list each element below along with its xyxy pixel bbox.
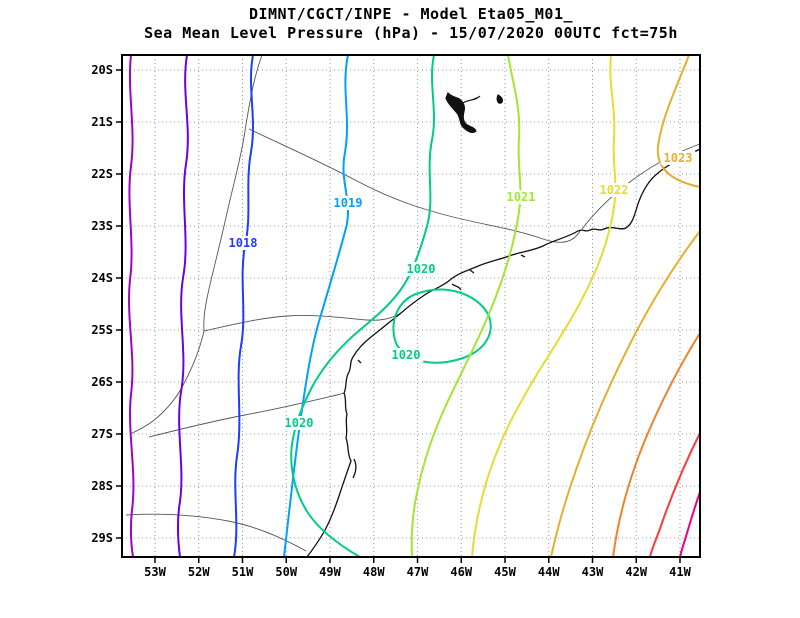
isobar-1016 bbox=[128, 54, 135, 558]
coastline bbox=[451, 283, 462, 291]
lake bbox=[496, 94, 504, 104]
isobar-1021 bbox=[410, 54, 522, 558]
isobar-1024 bbox=[612, 332, 701, 558]
lake bbox=[445, 91, 477, 134]
lon-tick-label: 46W bbox=[450, 565, 472, 579]
lon-tick-label: 45W bbox=[494, 565, 516, 579]
isobar-1020 bbox=[290, 54, 435, 558]
isobar-1019 bbox=[283, 54, 350, 558]
axis-layer: 53W 52W 51W 50W 49W 48W 47W 46W 45W 44W 43W 42W 41W 2… bbox=[91, 63, 691, 579]
state-boundary bbox=[248, 128, 581, 243]
contour-layer bbox=[128, 54, 701, 558]
lat-tick-label: 27S bbox=[91, 427, 113, 441]
lat-tick-label: 25S bbox=[91, 323, 113, 337]
state-boundary bbox=[148, 392, 345, 438]
lon-tick-label: 51W bbox=[232, 565, 254, 579]
lon-tick-label: 42W bbox=[625, 565, 647, 579]
coastline bbox=[306, 148, 701, 558]
contour-label: 1022 bbox=[600, 183, 629, 197]
contour-label-mask bbox=[596, 183, 632, 197]
grid-layer bbox=[122, 55, 700, 557]
contour-label-mask bbox=[403, 262, 439, 276]
contour-label: 1023 bbox=[664, 151, 693, 165]
contour-label: 1020 bbox=[285, 416, 314, 430]
lake bbox=[462, 95, 481, 104]
contour-label: 1021 bbox=[507, 190, 536, 204]
contour-label: 1020 bbox=[407, 262, 436, 276]
lon-tick-label: 48W bbox=[363, 565, 385, 579]
contour-label: 1020 bbox=[392, 348, 421, 362]
lat-tick-label: 20S bbox=[91, 63, 113, 77]
contour-label-mask bbox=[281, 416, 317, 430]
lon-tick-label: 49W bbox=[319, 565, 341, 579]
lat-tick-label: 23S bbox=[91, 219, 113, 233]
coastline bbox=[469, 269, 475, 274]
lon-tick-label: 47W bbox=[407, 565, 429, 579]
lon-tick-label: 50W bbox=[275, 565, 297, 579]
state-boundary bbox=[203, 312, 402, 332]
lon-tick-label: 43W bbox=[582, 565, 604, 579]
isobar-1022 bbox=[471, 54, 617, 558]
chart-title-line-1: DIMNT/CGCT/INPE - Model Eta05_M01_ bbox=[249, 5, 574, 23]
lat-tick-label: 26S bbox=[91, 375, 113, 389]
chart-title-line-2: Sea Mean Level Pressure (hPa) - 15/07/20… bbox=[144, 24, 678, 42]
lon-tick-label: 52W bbox=[188, 565, 210, 579]
lon-tick-label: 41W bbox=[669, 565, 691, 579]
coastline bbox=[520, 254, 526, 258]
isobar-1017 bbox=[176, 54, 189, 558]
lat-tick-label: 22S bbox=[91, 167, 113, 181]
state-boundary bbox=[125, 513, 307, 552]
isobar-1023 bbox=[656, 54, 701, 188]
isobar-1018 bbox=[233, 54, 254, 558]
lat-tick-label: 21S bbox=[91, 115, 113, 129]
lat-tick-label: 24S bbox=[91, 271, 113, 285]
contour-label-mask bbox=[388, 348, 424, 362]
isobar-1025 bbox=[649, 432, 701, 558]
coastline bbox=[352, 458, 357, 479]
coastline bbox=[357, 359, 362, 364]
contour-label-mask bbox=[225, 236, 261, 250]
map-frame bbox=[121, 54, 701, 558]
lon-tick-label: 44W bbox=[538, 565, 560, 579]
isobar-1023 bbox=[550, 230, 701, 558]
contour-label-mask bbox=[503, 190, 539, 204]
contour-label: 1019 bbox=[334, 196, 363, 210]
lon-tick-label: 53W bbox=[144, 565, 166, 579]
contour-label-mask bbox=[660, 151, 696, 165]
contour-label: 1018 bbox=[229, 236, 258, 250]
lat-tick-label: 29S bbox=[91, 531, 113, 545]
lat-tick-label: 28S bbox=[91, 479, 113, 493]
isobar-1026 bbox=[679, 491, 701, 558]
contour-label-mask bbox=[330, 196, 366, 210]
state-boundary bbox=[203, 54, 263, 332]
contour-label-layer: 1018 1019 1020 1020 1020 1021 1022 1023 bbox=[225, 151, 696, 430]
state-boundary bbox=[129, 330, 205, 435]
isobar-1020 bbox=[392, 288, 492, 364]
